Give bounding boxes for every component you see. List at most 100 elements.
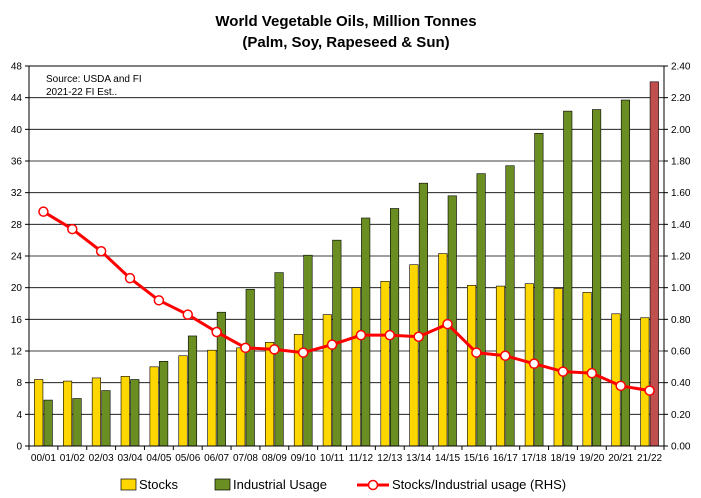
industrial-usage-bar <box>620 99 631 447</box>
left-tick-label: 24 <box>11 252 23 263</box>
left-tick-label: 48 <box>11 62 23 73</box>
chart-title: World Vegetable Oils, Million Tonnes <box>215 13 476 30</box>
x-tick-label: 20/21 <box>608 453 633 464</box>
ratio-point <box>384 329 396 341</box>
stocks-bar <box>265 341 275 447</box>
stocks-bar <box>178 355 188 447</box>
left-tick-label: 16 <box>11 315 23 326</box>
stocks-bar <box>495 285 506 447</box>
industrial-usage-bar <box>476 173 486 447</box>
stocks-bar <box>236 347 246 447</box>
legend-label-stocks: Stocks <box>139 477 179 492</box>
left-tick-label: 36 <box>11 157 23 168</box>
stocks-bar <box>34 379 44 447</box>
industrial-usage-bar <box>274 272 284 447</box>
industrial-usage-bar <box>101 390 111 447</box>
ratio-point <box>182 309 193 320</box>
stocks-bar <box>467 284 477 447</box>
x-tick-label: 00/01 <box>31 453 56 464</box>
legend-label-ratio: Stocks/Industrial usage (RHS) <box>392 477 566 492</box>
x-tick-label: 04/05 <box>146 453 171 464</box>
x-tick-label: 12/13 <box>377 453 402 464</box>
ratio-point <box>67 223 78 235</box>
ratio-point <box>211 326 222 338</box>
ratio-point <box>153 295 165 306</box>
stocks-bar <box>62 380 73 447</box>
left-tick-label: 40 <box>11 125 23 136</box>
x-tick-label: 03/04 <box>118 453 143 464</box>
x-tick-label: 21/22 <box>637 453 662 464</box>
industrial-usage-bar <box>245 288 255 447</box>
legend: Stocks Industrial Usage Stocks/Industria… <box>120 477 566 492</box>
x-tick-label: 17/18 <box>522 453 547 464</box>
ratio-point <box>297 347 309 358</box>
stocks-bar <box>351 287 361 447</box>
stocks-bar <box>640 317 650 447</box>
right-tick-label: 1.60 <box>671 188 691 199</box>
source-note: Source: USDA and FI <box>46 74 142 85</box>
x-tick-label: 16/17 <box>493 453 518 464</box>
x-tick-label: 06/07 <box>204 453 229 464</box>
x-tick-label: 05/06 <box>175 453 200 464</box>
stocks-bar <box>91 377 101 447</box>
industrial-usage-bar <box>505 165 515 447</box>
ratio-point <box>557 366 569 377</box>
industrial-usage-bar <box>43 399 53 447</box>
industrial-usage-bar <box>592 109 602 447</box>
x-tick-label: 18/19 <box>550 453 575 464</box>
legend-swatch-industrial-usage <box>214 478 231 491</box>
right-tick-label: 0.60 <box>671 347 691 358</box>
stocks-bar <box>149 366 159 447</box>
left-tick-label: 8 <box>16 378 22 389</box>
right-tick-label: 0.20 <box>671 410 691 421</box>
ratio-point <box>500 350 511 361</box>
industrial-usage-bar <box>418 182 428 447</box>
industrial-usage-bar <box>563 110 573 447</box>
right-tick-label: 0.00 <box>671 442 691 453</box>
ratio-point <box>442 318 453 330</box>
stocks-bar <box>611 313 621 447</box>
industrial-usage-bar <box>72 398 82 447</box>
x-tick-label: 07/08 <box>233 453 258 464</box>
right-tick-label: 1.00 <box>671 283 691 294</box>
legend-marker-ratio <box>367 479 379 491</box>
right-axis-ticks: 0.00 0.20 0.40 0.60 0.80 1.00 1.20 1.40 1.60 1.80… <box>664 62 691 453</box>
stocks-bar <box>207 349 217 447</box>
industrial-usage-bar <box>389 208 400 447</box>
right-tick-label: 1.80 <box>671 157 691 168</box>
ratio-point <box>326 339 338 350</box>
x-tick-label: 02/03 <box>89 453 114 464</box>
ratio-point <box>240 342 251 354</box>
legend-label-industrial-usage: Industrial Usage <box>233 477 327 492</box>
industrial-usage-bar <box>130 379 140 447</box>
right-tick-label: 0.40 <box>671 378 691 389</box>
left-tick-label: 28 <box>11 220 23 231</box>
x-tick-label: 14/15 <box>435 453 460 464</box>
right-tick-label: 1.20 <box>671 252 691 263</box>
estimate-note: 2021-22 FI Est.. <box>46 87 117 98</box>
x-tick-label: 13/14 <box>406 453 431 464</box>
left-tick-label: 44 <box>11 93 23 104</box>
industrial-usage-bar <box>534 132 544 447</box>
bars <box>34 81 659 447</box>
ratio-point <box>95 246 107 257</box>
right-tick-label: 2.00 <box>671 125 691 136</box>
right-tick-label: 2.20 <box>671 93 691 104</box>
x-tick-label: 09/10 <box>291 453 316 464</box>
right-tick-label: 0.80 <box>671 315 691 326</box>
ratio-point <box>528 358 540 369</box>
stocks-bar <box>120 376 130 447</box>
chart-subtitle: (Palm, Soy, Rapeseed & Sun) <box>242 34 449 51</box>
stocks-bar <box>438 253 448 447</box>
right-tick-label: 1.40 <box>671 220 691 231</box>
right-tick-label: 2.40 <box>671 62 691 73</box>
industrial-usage-bar <box>187 335 198 447</box>
left-tick-label: 4 <box>16 410 22 421</box>
left-tick-label: 12 <box>11 347 23 358</box>
x-tick-label: 15/16 <box>464 453 489 464</box>
ratio-point <box>586 367 598 379</box>
x-tick-label: 08/09 <box>262 453 287 464</box>
ratio-point <box>413 331 424 342</box>
